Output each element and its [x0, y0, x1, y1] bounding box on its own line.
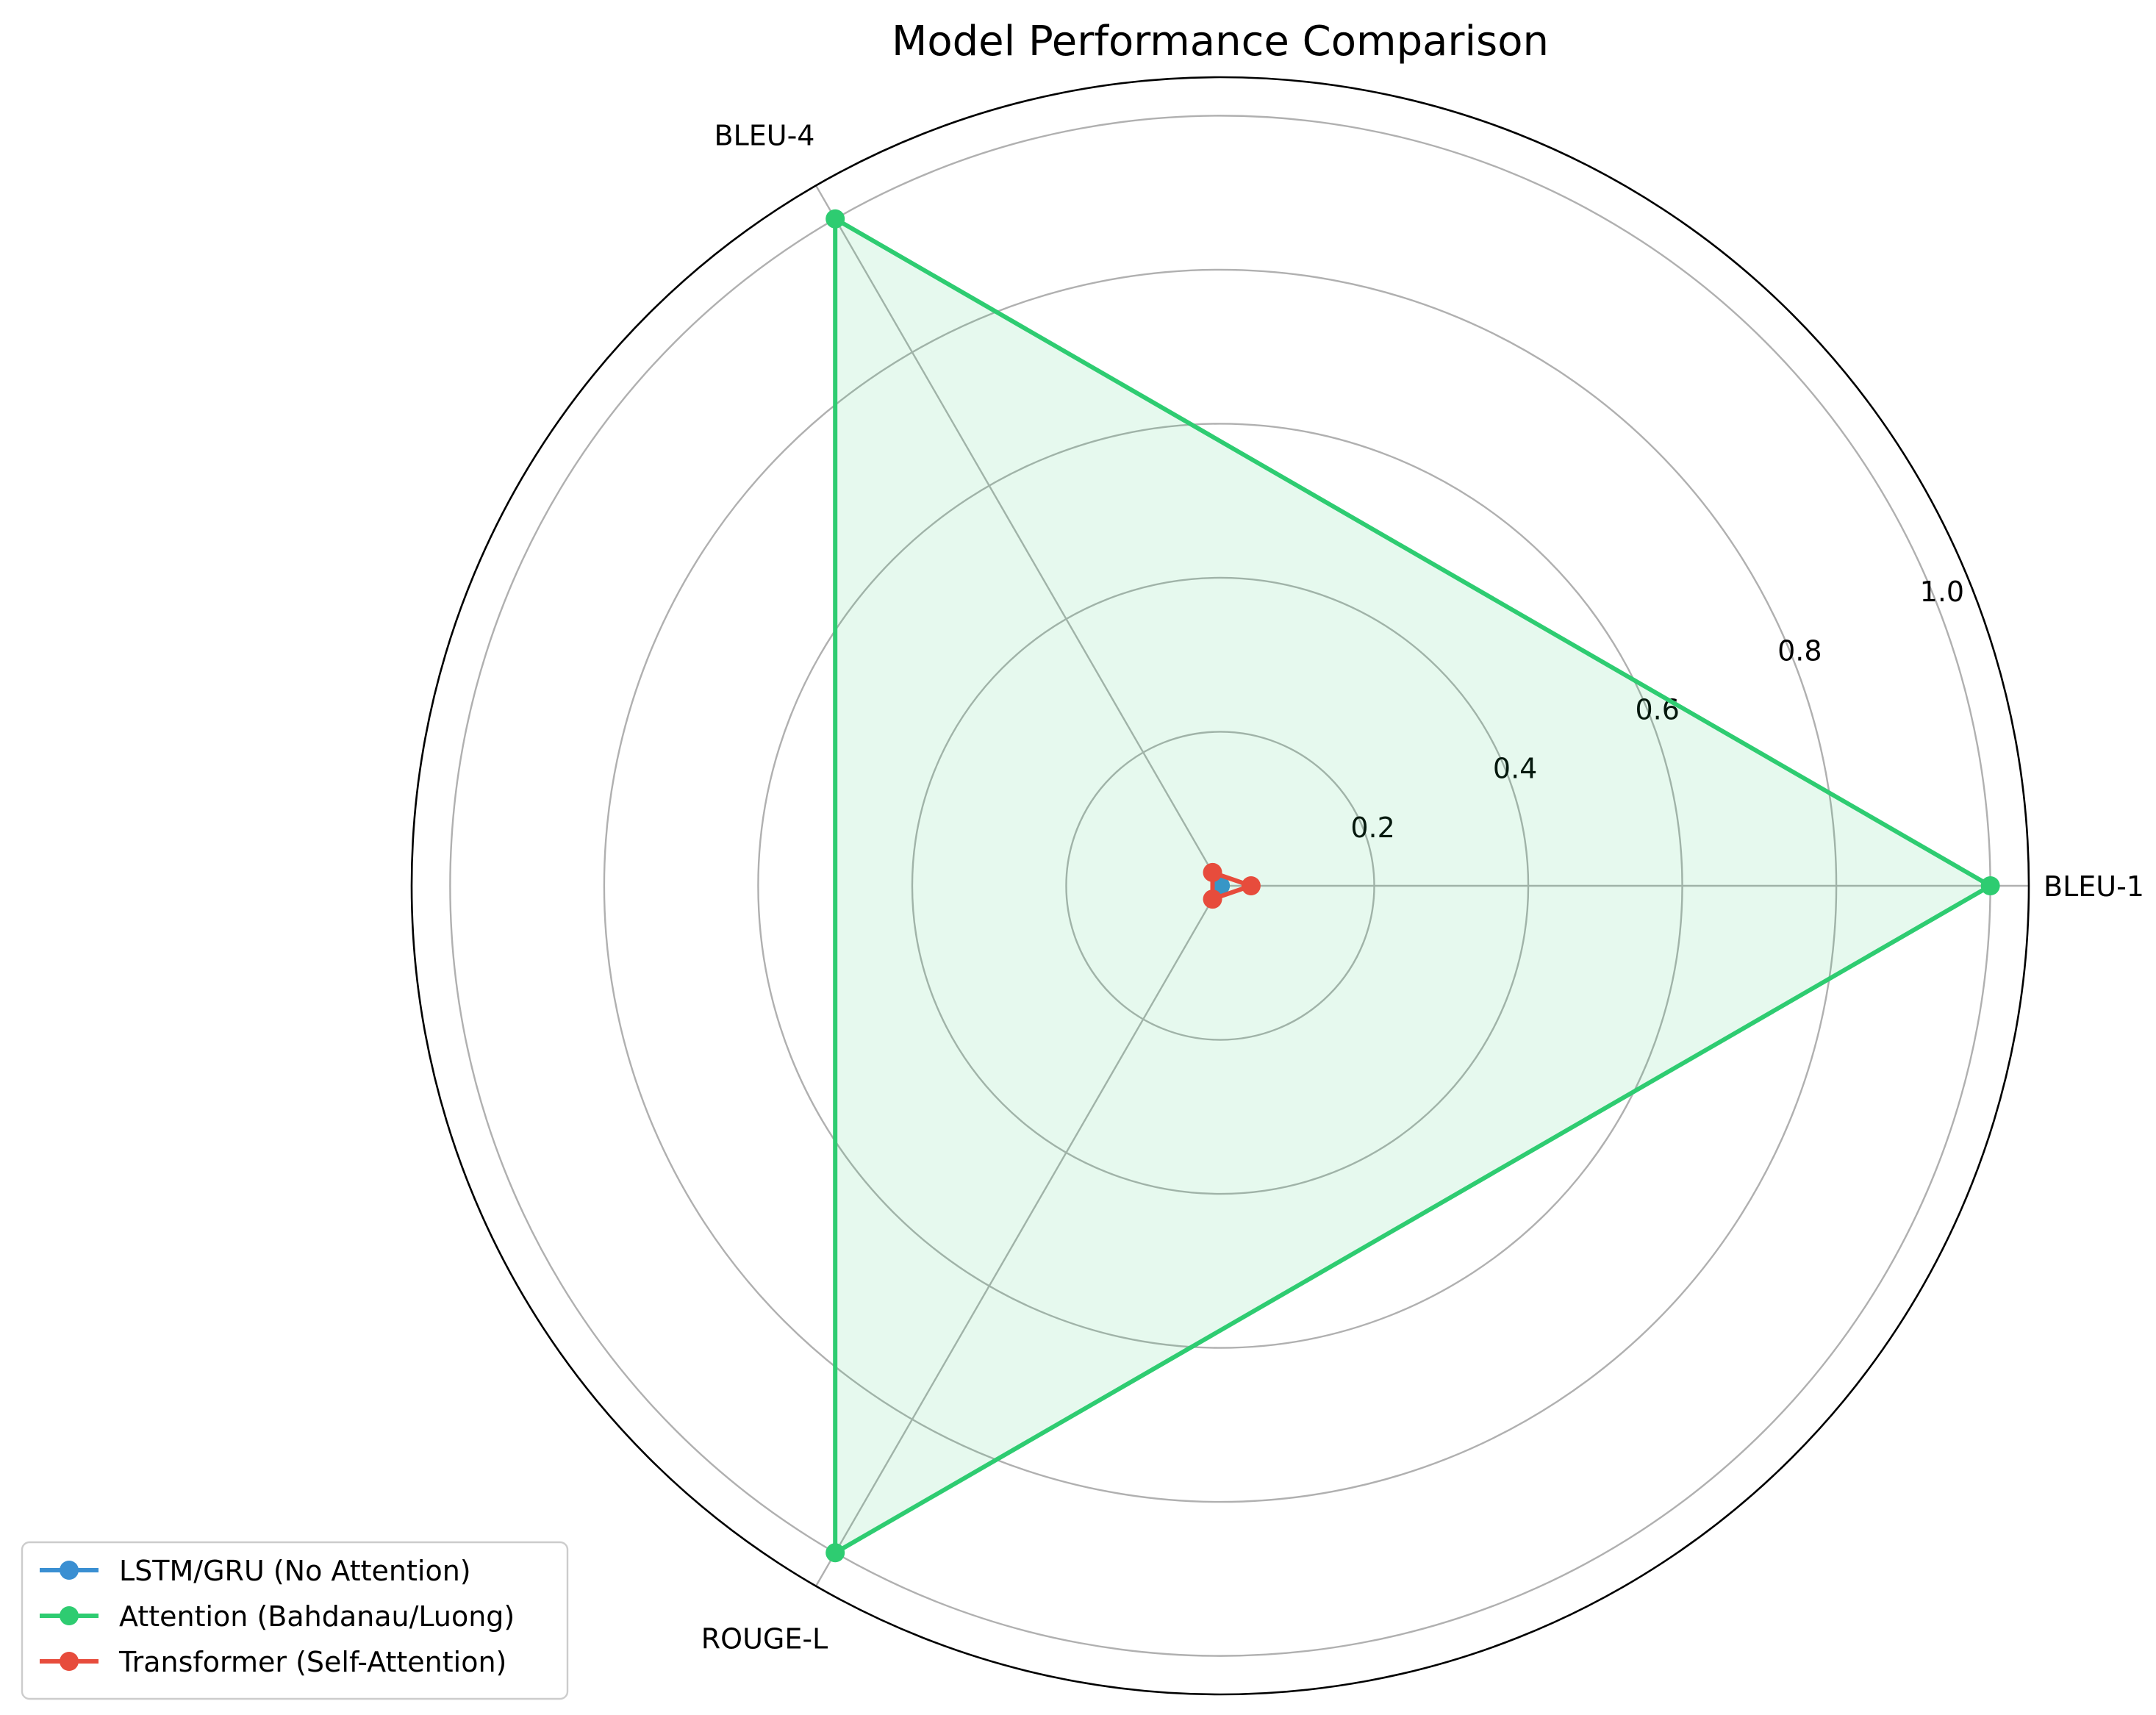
- polar-frame: [410, 76, 2030, 1696]
- grid-spoke: [814, 185, 1222, 887]
- radial-tick-label: 1.0: [1920, 576, 1964, 608]
- data-point: [1241, 876, 1261, 895]
- grid-spoke: [814, 885, 1222, 1587]
- data-point: [1980, 876, 2000, 895]
- radial-tick-label: 0.2: [1350, 812, 1394, 844]
- data-series: [825, 209, 2000, 1563]
- category-label: ROUGE-L: [701, 1622, 828, 1655]
- data-point: [1203, 862, 1222, 882]
- legend-marker: [60, 1652, 79, 1671]
- legend-label: Attention (Bahdanau/Luong): [119, 1600, 515, 1633]
- legend-label: Transformer (Self-Attention): [118, 1646, 506, 1678]
- legend-box: [21, 1541, 569, 1700]
- series-line: [1210, 870, 1253, 902]
- legend[interactable]: LSTM/GRU (No Attention) Attention (Bahdan…: [21, 1541, 569, 1700]
- category-axis-labels: BLEU-1 BLEU-4 ROUGE-L: [701, 120, 2144, 1655]
- legend-marker: [60, 1606, 79, 1625]
- data-point: [1203, 889, 1222, 909]
- polar-grid: [410, 76, 2030, 1696]
- series: [1203, 862, 1261, 909]
- radial-tick-labels: 0.2 0.4 0.6 0.8 1.0: [1350, 576, 1964, 844]
- series: [825, 209, 2000, 1563]
- legend-label: LSTM/GRU (No Attention): [119, 1555, 471, 1587]
- series-line: [833, 216, 1993, 1555]
- series-fill: [835, 218, 1991, 1553]
- data-point: [825, 209, 845, 229]
- radial-tick-label: 0.4: [1493, 753, 1537, 785]
- chart-title: Model Performance Comparison: [892, 18, 1549, 65]
- data-point: [825, 1543, 845, 1563]
- category-label: BLEU-1: [2044, 870, 2144, 903]
- category-label: BLEU-4: [715, 120, 815, 152]
- legend-marker: [60, 1561, 79, 1580]
- radial-tick-label: 0.6: [1636, 693, 1680, 726]
- radial-tick-label: 0.8: [1777, 634, 1822, 667]
